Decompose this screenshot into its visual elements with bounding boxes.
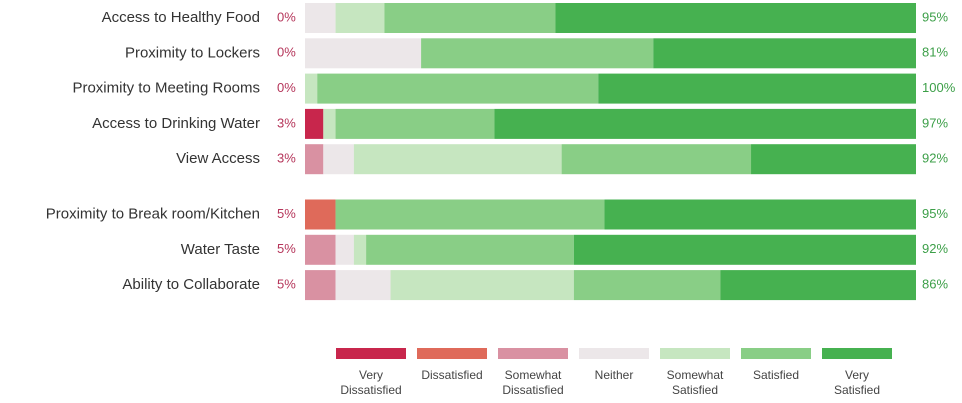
bar-segment (384, 3, 556, 33)
bar-segment (653, 38, 916, 69)
category-label: Proximity to Meeting Rooms (72, 80, 260, 97)
bar-segment (305, 73, 318, 104)
legend-label: Somewhat Dissatisfied (502, 368, 563, 397)
satisfied-total: 100% (922, 80, 956, 95)
category-label: Ability to Collaborate (122, 276, 260, 293)
category-label: Proximity to Lockers (125, 44, 260, 61)
bar-segment (305, 38, 422, 69)
satisfied-total: 95% (922, 9, 948, 24)
bar-segment (323, 144, 354, 175)
legend-swatch (417, 348, 487, 359)
bar-segment (335, 3, 385, 33)
bar-segment (335, 199, 605, 230)
bar-segment (317, 73, 599, 104)
legend-swatch (741, 348, 811, 359)
dissatisfied-total: 5% (277, 277, 296, 292)
dissatisfied-total: 5% (277, 206, 296, 221)
satisfied-total: 97% (922, 115, 948, 130)
bar-segment (335, 270, 391, 301)
bar-segment (561, 144, 752, 175)
bar-segment (305, 270, 336, 301)
dissatisfied-total: 0% (277, 80, 296, 95)
bar-segment (305, 144, 324, 175)
dissatisfied-total: 5% (277, 241, 296, 256)
satisfied-total: 92% (922, 151, 948, 166)
bar-segment (390, 270, 574, 301)
bar-segment (421, 38, 654, 69)
bar-segment (598, 73, 916, 104)
dissatisfied-total: 0% (277, 9, 296, 24)
bar-segment (323, 108, 336, 139)
bar-segment (305, 234, 336, 265)
legend-swatch (579, 348, 649, 359)
bar-segment (751, 144, 916, 175)
category-label: Proximity to Break room/Kitchen (46, 205, 260, 222)
bar-segment (573, 234, 916, 265)
category-label: Access to Drinking Water (92, 115, 260, 132)
category-label: View Access (176, 150, 260, 167)
legend-swatch (336, 348, 406, 359)
satisfied-total: 95% (922, 206, 948, 221)
legend-label: Very Dissatisfied (340, 368, 401, 397)
legend-swatch (660, 348, 730, 359)
legend-swatch (498, 348, 568, 359)
legend-label: Very Satisfied (834, 368, 880, 397)
category-label: Water Taste (181, 241, 260, 258)
legend-label: Somewhat Satisfied (667, 368, 724, 397)
bar-segment (305, 108, 324, 139)
bar-segment (305, 3, 336, 33)
bar-segment (305, 199, 336, 230)
dissatisfied-total: 3% (277, 115, 296, 130)
category-label: Access to Healthy Food (102, 9, 260, 26)
legend-label: Neither (595, 368, 634, 382)
dissatisfied-total: 0% (277, 45, 296, 60)
bar-segment (353, 234, 367, 265)
dissatisfied-total: 3% (277, 151, 296, 166)
satisfied-total: 92% (922, 241, 948, 256)
satisfied-total: 81% (922, 45, 948, 60)
satisfied-total: 86% (922, 277, 948, 292)
bar-segment (604, 199, 916, 230)
legend-swatch (822, 348, 892, 359)
bar-segment (366, 234, 574, 265)
bar-segment (335, 108, 495, 139)
bar-segment (555, 3, 916, 33)
bar-segment (720, 270, 916, 301)
bar-segment (494, 108, 916, 139)
legend-label: Satisfied (753, 368, 799, 382)
bar-segment (573, 270, 721, 301)
legend-label: Dissatisfied (421, 368, 482, 382)
bar-segment (335, 234, 354, 265)
bar-segment (353, 144, 562, 175)
